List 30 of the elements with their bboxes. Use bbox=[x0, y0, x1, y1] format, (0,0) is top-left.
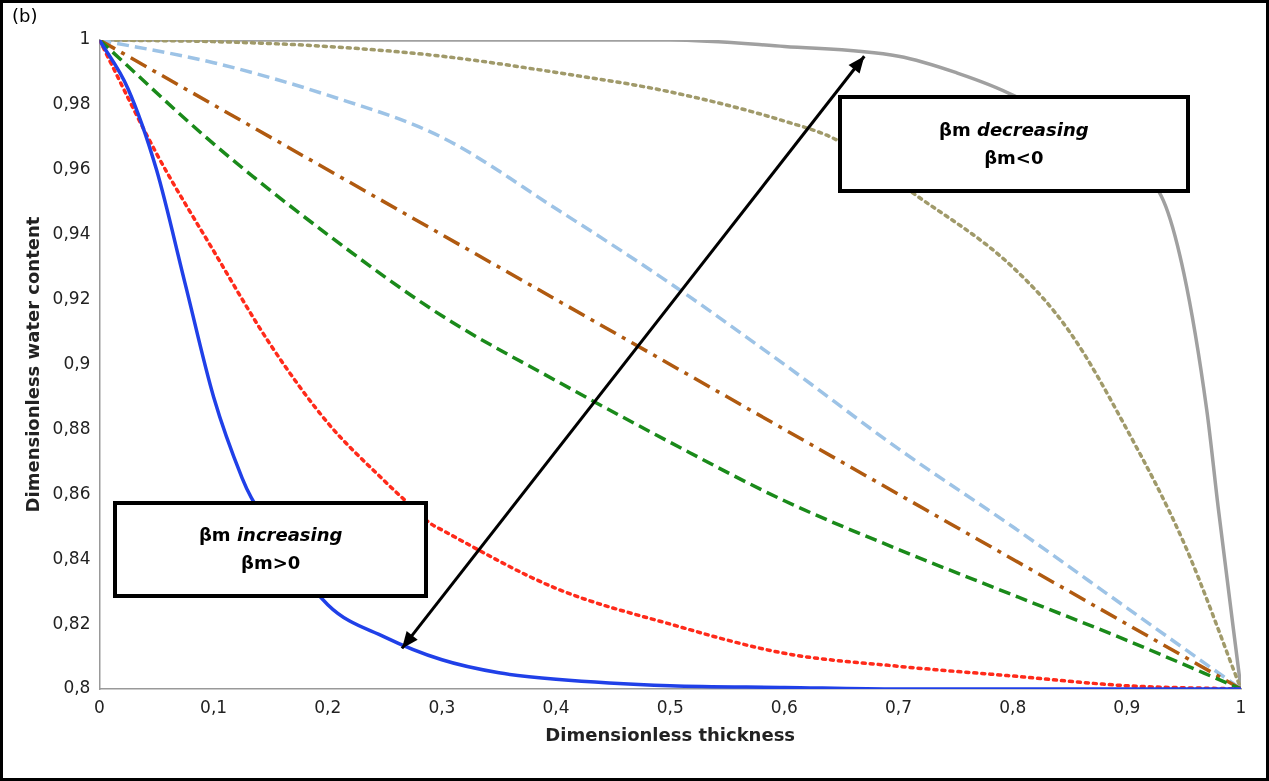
x-tick-label: 0,5 bbox=[656, 696, 684, 717]
x-tick-label: 0,9 bbox=[1113, 696, 1141, 717]
annotation: βm decreasing βm<0 bbox=[939, 117, 1089, 170]
x-tick-label: 0 bbox=[94, 696, 105, 717]
text: (b) bbox=[12, 4, 38, 26]
y-tick-label: 0,96 bbox=[52, 158, 91, 179]
y-tick-label: 0,92 bbox=[52, 288, 91, 309]
line-series bbox=[99, 40, 1241, 689]
y-tick-label: 0,98 bbox=[52, 93, 91, 114]
y-tick-label: 0,8 bbox=[63, 677, 91, 698]
annotation: βm increasing βm>0 bbox=[198, 523, 343, 576]
label-box: βm increasing βm>0 bbox=[113, 500, 429, 599]
y-tick-label: 0,82 bbox=[52, 612, 91, 633]
x-tick-label: 0,4 bbox=[542, 696, 570, 717]
y-tick-label: 1 bbox=[79, 28, 91, 49]
x-tick-label: 0,7 bbox=[885, 696, 913, 717]
x-tick-label: 0,6 bbox=[770, 696, 798, 717]
x-tick-label: 0,3 bbox=[428, 696, 456, 717]
y-tick-label: 0,84 bbox=[52, 547, 91, 568]
label-box: βm decreasing βm<0 bbox=[838, 95, 1190, 193]
y-axis-title: Dimensionless water content bbox=[22, 216, 44, 513]
x-tick-label: 0,1 bbox=[200, 696, 228, 717]
x-axis-title: Dimensionless thickness bbox=[545, 723, 796, 745]
y-tick-label: 0,94 bbox=[52, 223, 91, 244]
y-tick-label: 0,88 bbox=[52, 417, 91, 438]
x-tick-label: 0,8 bbox=[999, 696, 1027, 717]
x-tick-label: 0,2 bbox=[314, 696, 342, 717]
y-tick-label: 0,86 bbox=[52, 482, 91, 503]
y-tick-label: 0,9 bbox=[63, 352, 91, 373]
x-tick-label: 1 bbox=[1235, 696, 1247, 717]
